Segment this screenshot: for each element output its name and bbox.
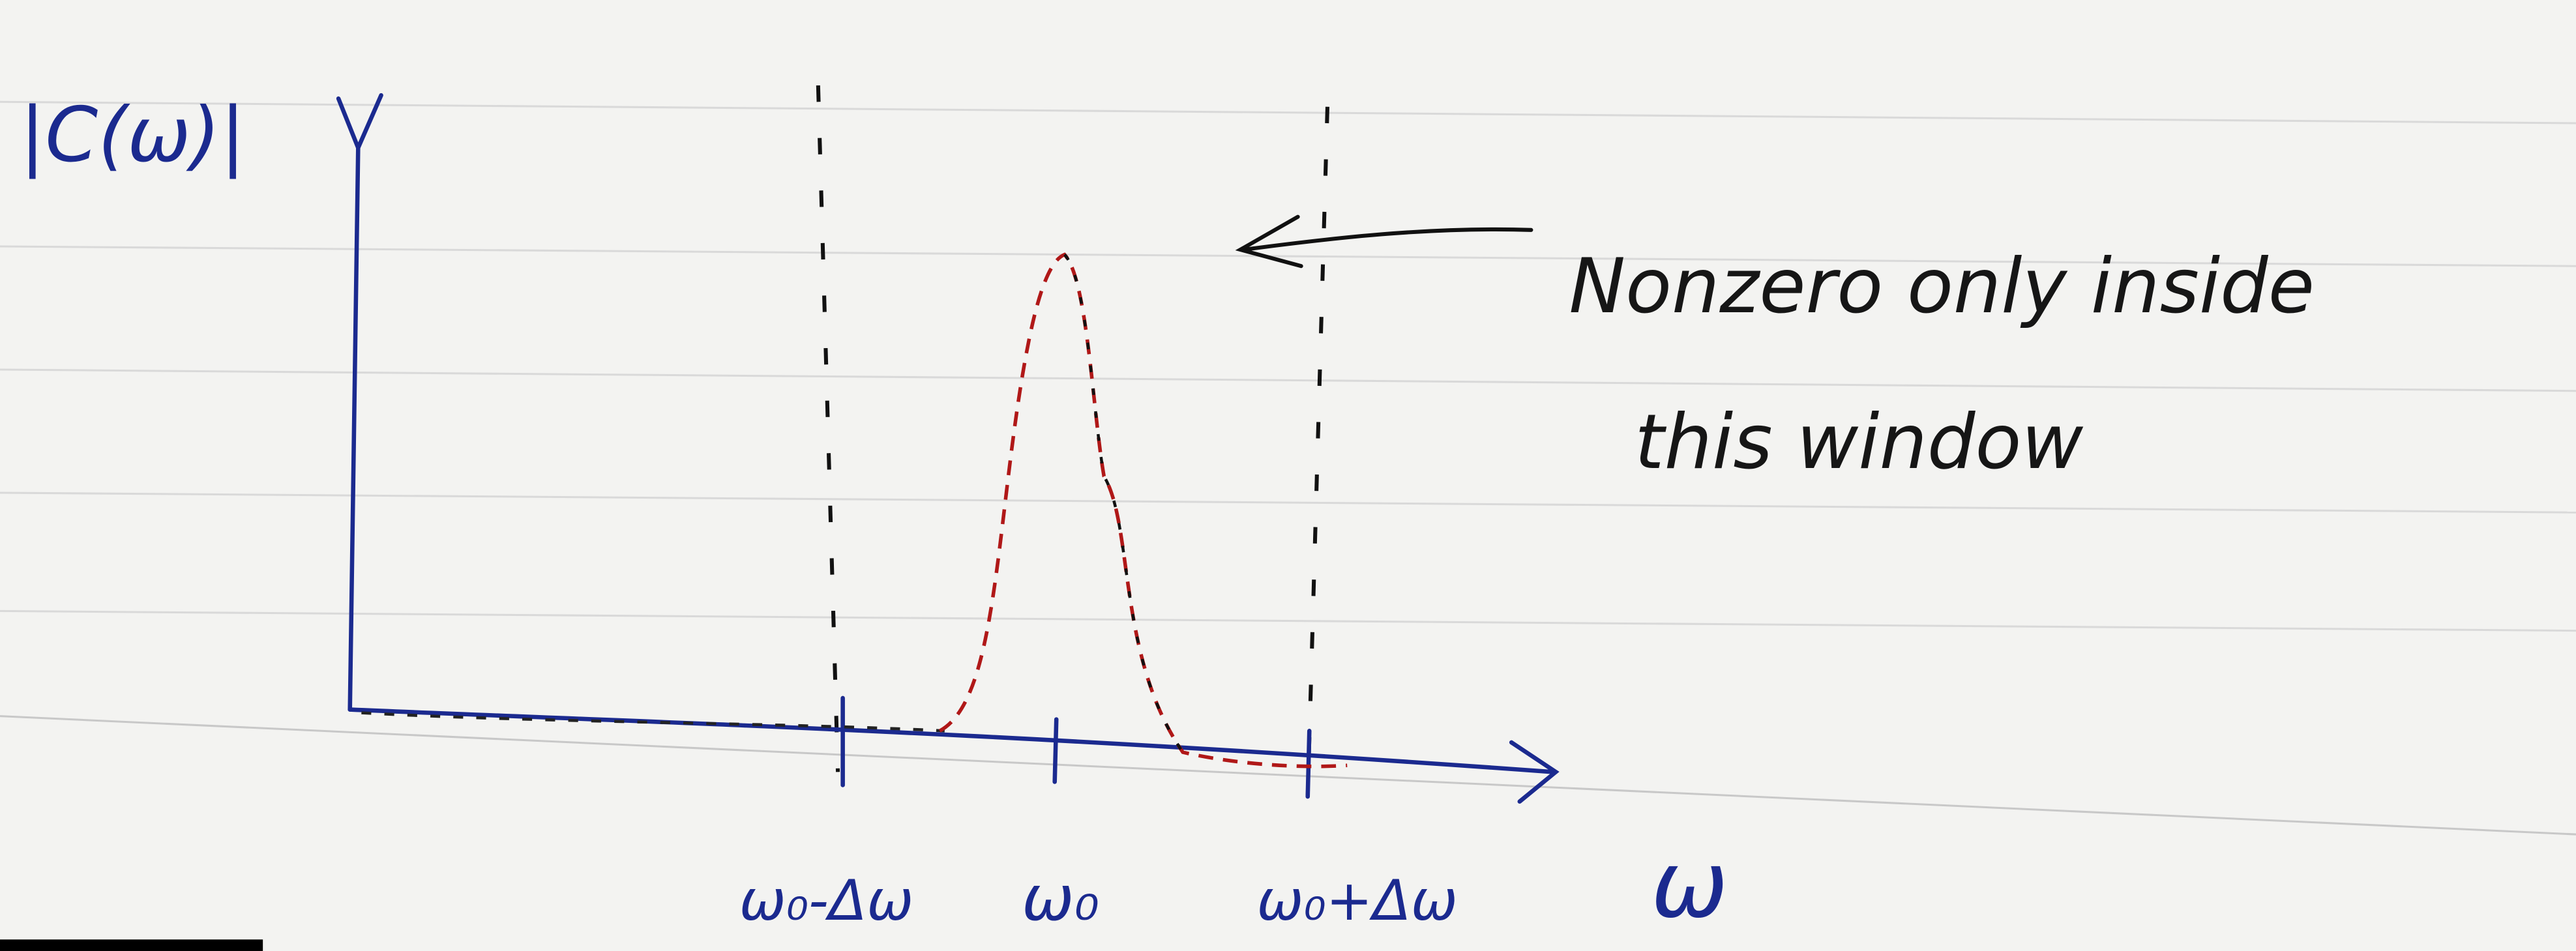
annotation-line: Nonzero only inside	[1569, 242, 2315, 330]
arrow-shaft	[1241, 227, 1533, 252]
ruled-line	[0, 100, 2576, 124]
arrow-head	[1235, 214, 1303, 269]
x-ticks	[840, 695, 1312, 799]
annotation-arrow	[1235, 214, 1533, 269]
y-axis-label: |C(ω)|	[20, 91, 245, 179]
ruled-line	[0, 609, 2576, 632]
axes	[336, 93, 1560, 804]
ruled-line	[0, 368, 2576, 392]
peak-curve	[938, 252, 1348, 768]
window-lines	[816, 85, 1329, 797]
window-right	[1305, 106, 1329, 797]
x-tick-label: ω₀-Δω	[739, 868, 913, 933]
ruled-line	[0, 715, 2576, 836]
y-arrow	[336, 96, 361, 151]
ruled-line	[0, 245, 2576, 267]
x-axis	[348, 707, 1555, 774]
baseline-curve	[361, 711, 945, 733]
edge-shadow	[0, 939, 263, 951]
ruled-line	[0, 491, 2576, 514]
x-axis-label: ω	[1651, 832, 1728, 939]
x-tick-label: ω₀+Δω	[1257, 868, 1458, 933]
x-arrow	[1509, 740, 1560, 804]
x-tick-label: ω₀	[1022, 862, 1099, 935]
peak-curve-overlay	[1063, 254, 1185, 753]
annotation-line: this window	[1635, 398, 2083, 486]
window-left	[816, 85, 840, 772]
ruled-lines	[0, 100, 2576, 836]
